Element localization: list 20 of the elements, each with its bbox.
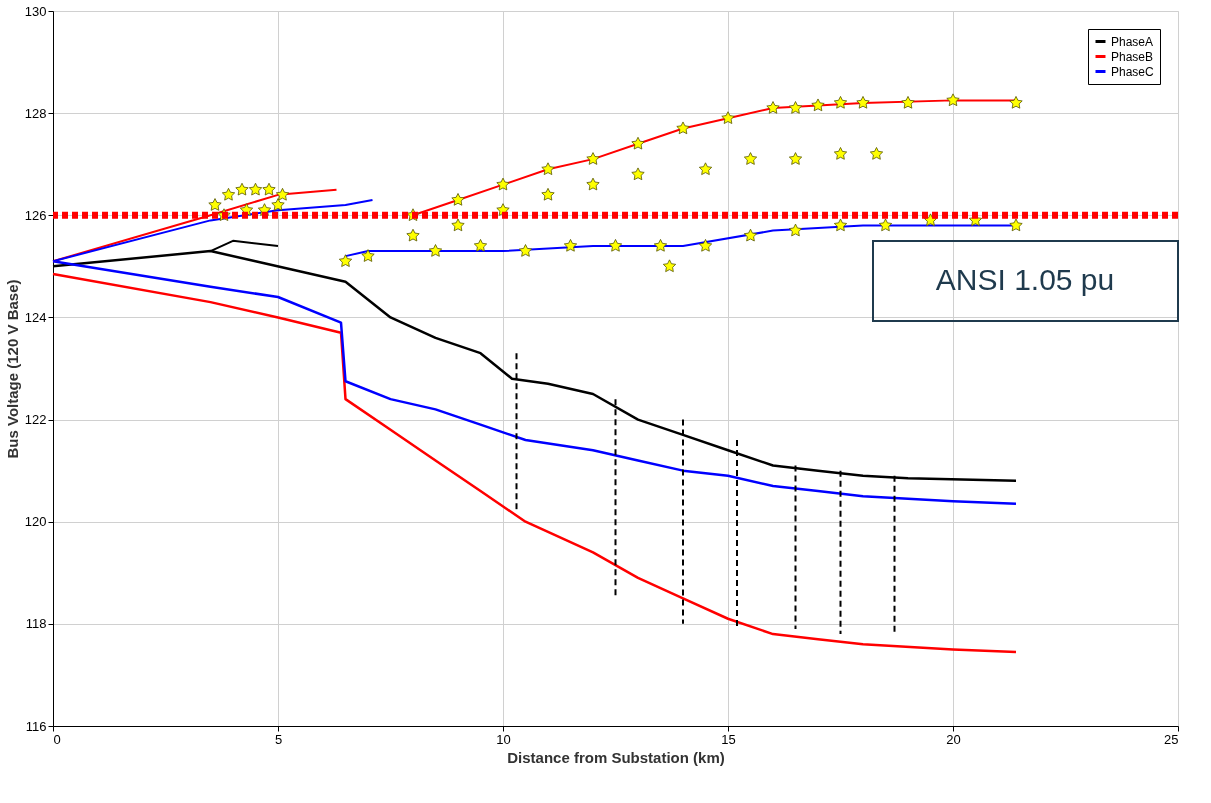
y-tick-label: 116 (25, 718, 47, 734)
y-tick-label: 120 (24, 514, 47, 530)
y-axis-title: Bus Voltage (120 V Base) (3, 279, 21, 459)
x-tick-label: 5 (274, 731, 283, 747)
y-tick-label: 128 (24, 105, 47, 121)
y-tick-label: 126 (24, 207, 47, 223)
x-tick-label: 20 (946, 731, 961, 747)
legend-label: PhaseC (1111, 64, 1155, 79)
legend-label: PhaseA (1111, 34, 1154, 49)
x-tick-label: 10 (496, 731, 511, 747)
y-tick-label: 124 (24, 309, 47, 325)
y-tick-label: 130 (24, 3, 47, 19)
x-tick-label: 25 (1164, 731, 1179, 747)
x-tick-label: 0 (53, 731, 61, 747)
x-axis-title: Distance from Substation (km) (507, 748, 725, 766)
ref-line-label: ANSI 1.05 pu (935, 263, 1115, 296)
y-tick-label: 122 (24, 412, 47, 428)
x-tick-label: 15 (721, 731, 736, 747)
y-tick-label: 118 (25, 616, 47, 632)
legend-label: PhaseB (1111, 49, 1154, 64)
